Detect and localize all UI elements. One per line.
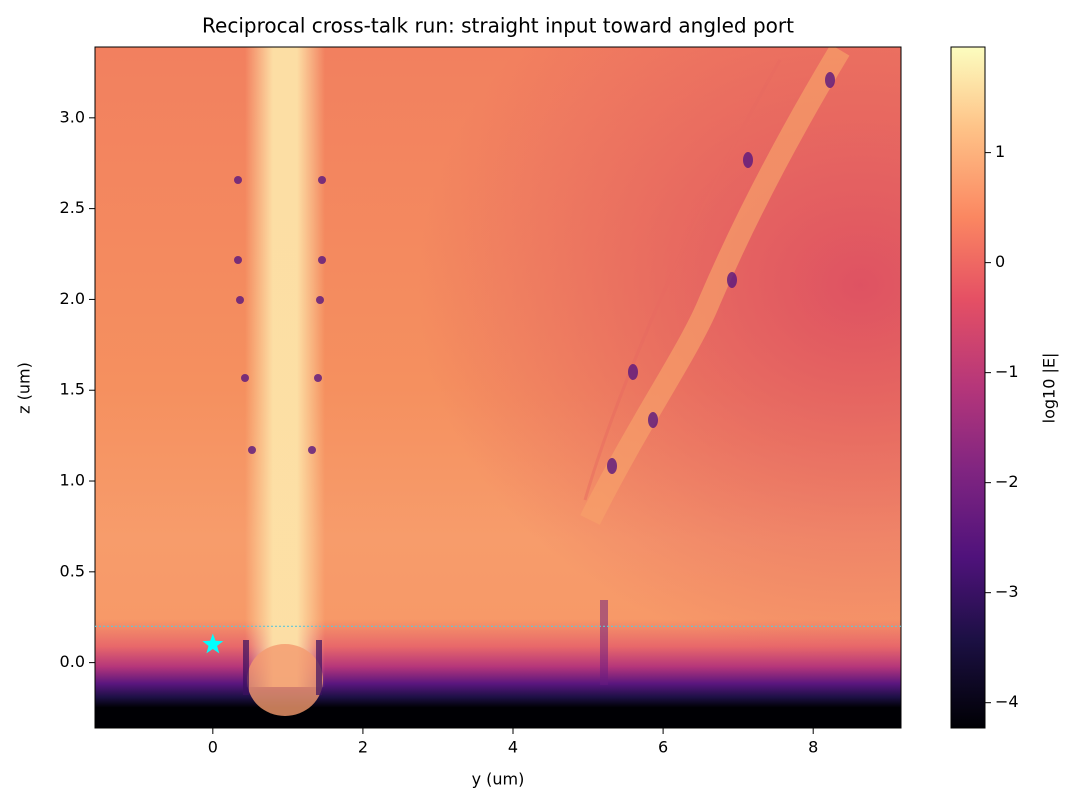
colorbar-tick-label: 1 xyxy=(995,142,1005,161)
chart-title: Reciprocal cross-talk run: straight inpu… xyxy=(202,14,794,38)
colorbar xyxy=(950,46,986,729)
x-tick-label: 2 xyxy=(358,738,368,757)
colorbar-tick-label: 0 xyxy=(995,252,1005,271)
y-tick-label: 2.0 xyxy=(60,289,85,308)
field-image xyxy=(95,47,901,728)
x-tick-label: 6 xyxy=(658,738,668,757)
x-axis-label: y (um) xyxy=(472,770,525,789)
y-axis-label: z (um) xyxy=(15,362,34,414)
x-tick-label: 0 xyxy=(208,738,218,757)
x-tick-label: 8 xyxy=(808,738,818,757)
x-tick-label: 4 xyxy=(508,738,518,757)
colorbar-tick-label: −1 xyxy=(995,362,1019,381)
y-tick-label: 2.5 xyxy=(60,198,85,217)
colorbar-tick-label: −4 xyxy=(995,692,1019,711)
y-tick-label: 0.0 xyxy=(60,652,85,671)
colorbar-label: log10 |E| xyxy=(1040,353,1059,424)
y-tick-label: 0.5 xyxy=(60,561,85,580)
y-tick-label: 3.0 xyxy=(60,107,85,126)
y-tick-label: 1.5 xyxy=(60,380,85,399)
source-marker xyxy=(202,633,224,654)
plot-frame xyxy=(94,46,902,729)
colorbar-tick-label: −3 xyxy=(995,582,1019,601)
y-tick-label: 1.0 xyxy=(60,471,85,490)
colorbar-tick-label: −2 xyxy=(995,472,1019,491)
